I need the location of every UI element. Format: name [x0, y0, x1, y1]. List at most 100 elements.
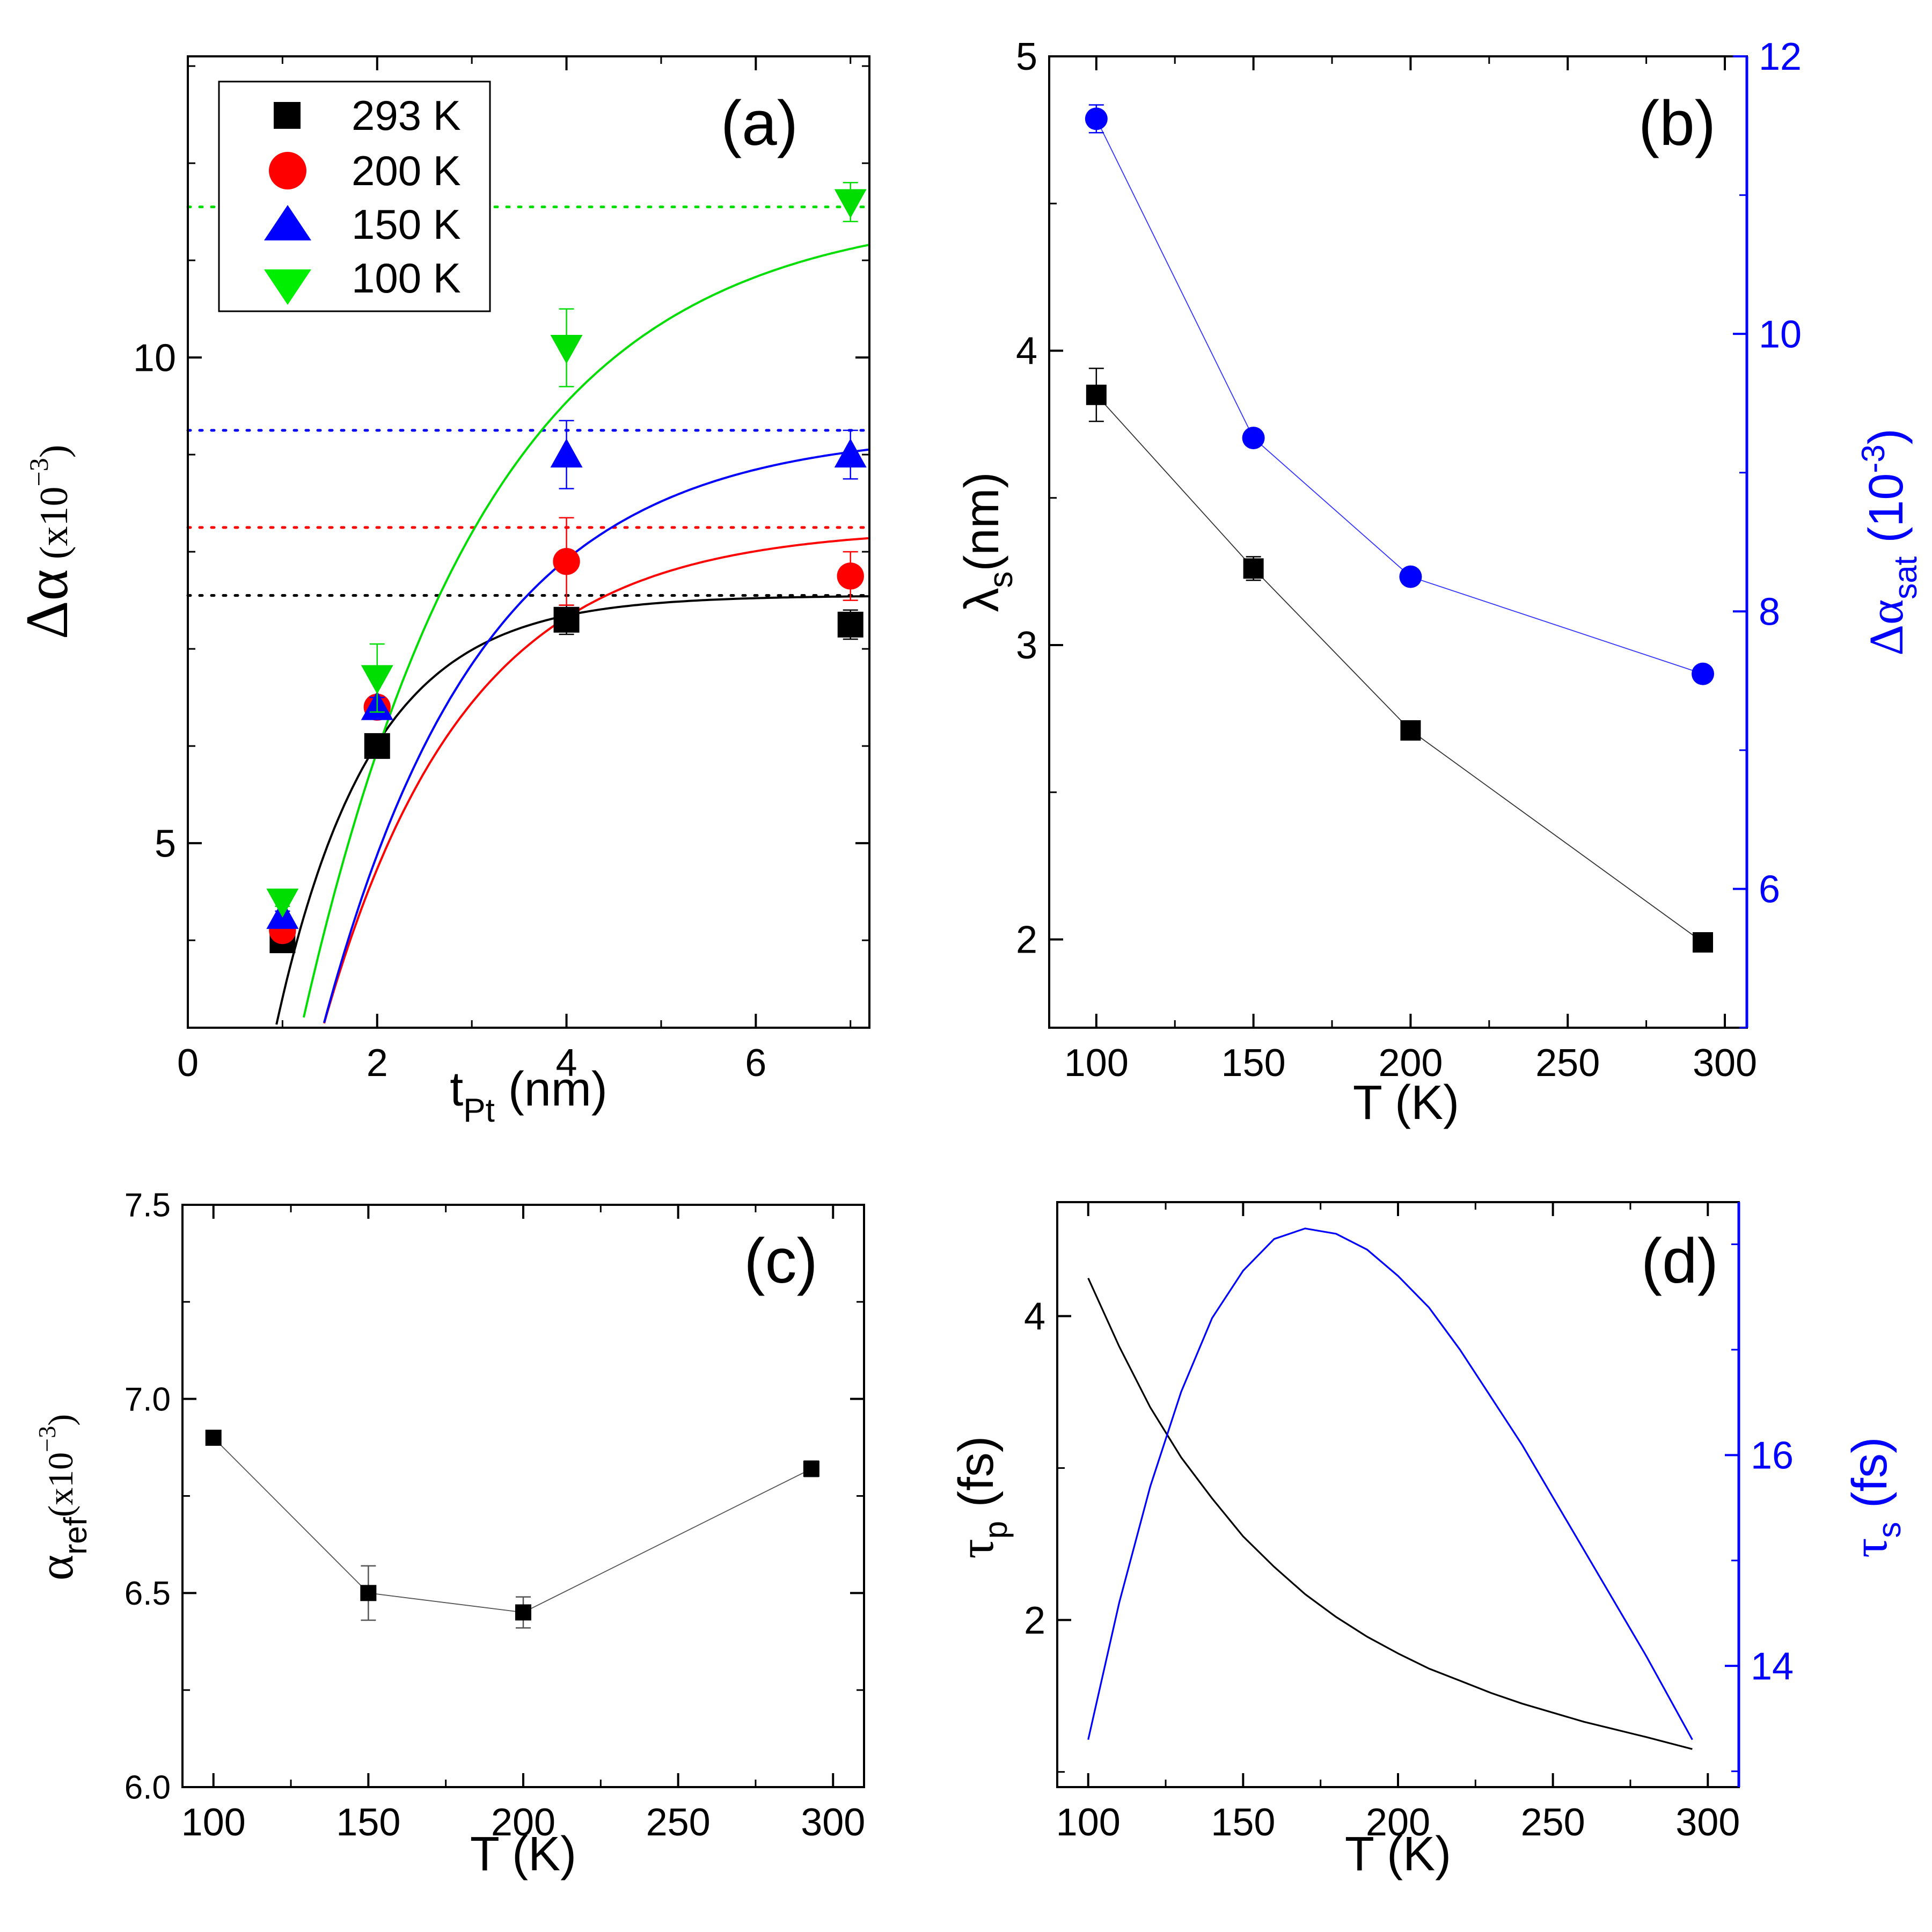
data-point-c-0: [205, 1430, 222, 1446]
fit-curve-1: [323, 537, 870, 1024]
data-point-b-1-2: [1399, 565, 1422, 588]
panel-c-markers: [205, 1430, 819, 1629]
panel-a: 0 2 4 6 5 10 (a) 293 K 200 K 150 K 100 K tPt …: [14, 55, 871, 1129]
panel-d-label: (d): [1641, 1226, 1718, 1297]
data-point-1-3: [837, 562, 864, 590]
d-x-tick-label-4: 300: [1675, 1801, 1740, 1844]
c-x-tick-label-3: 250: [646, 1801, 711, 1844]
panel-d-y2label: τs (fs): [1842, 1437, 1907, 1557]
b-right-y-tick-label-0: 6: [1759, 868, 1780, 911]
data-point-0-3: [837, 611, 863, 638]
panel-c: 100 150 200 250 300 6.0 6.5 7.0 7.5 (c) T (K) αr…: [28, 1187, 865, 1881]
a-x-tick-label-1: 2: [367, 1042, 388, 1085]
a-x-tick-label-0: 0: [177, 1042, 199, 1085]
fit-curve-2: [323, 448, 870, 1023]
data-point-c-2: [515, 1604, 531, 1621]
legend-marker-150K: [264, 205, 311, 240]
panel-b: 100 150 200 250 300 2 3 4 5 6 8 10 12 (b) T (K) λs(n…: [955, 35, 1923, 1130]
curve-d-1: [1087, 1227, 1693, 1740]
a-x-tick-label-2: 4: [556, 1042, 577, 1085]
b-left-y-tick-label-3: 5: [1016, 35, 1037, 78]
panel-a-legend: 293 K 200 K 150 K 100 K: [218, 80, 491, 312]
data-point-0-2: [553, 606, 580, 633]
panel-d-ticks: 100 150 200 250 300 2 4 14 16: [1024, 1202, 1794, 1844]
panel-a-ylabel: Δα (x10−3): [14, 445, 80, 640]
data-point-b-0-3: [1693, 932, 1714, 953]
legend-label-200K: 200 K: [352, 147, 461, 194]
data-point-c-1: [360, 1585, 377, 1601]
d-x-tick-label-0: 100: [1056, 1801, 1121, 1844]
panel-b-markers: [1085, 104, 1715, 953]
connect-line-c: [213, 1437, 812, 1613]
data-point-3-0: [266, 888, 299, 918]
c-left-y-tick-label-3: 7.5: [125, 1187, 171, 1224]
panel-d-xlabel: T (K): [1345, 1827, 1451, 1881]
panel-a-xlabel: tPt (nm): [450, 1063, 608, 1129]
data-point-2-2: [550, 438, 583, 468]
b-left-y-tick-label-2: 4: [1016, 330, 1037, 373]
a-left-y-tick-label-0: 5: [155, 822, 176, 865]
panel-c-xlabel: T (K): [470, 1827, 576, 1881]
panel-b-label: (b): [1638, 88, 1716, 159]
panel-b-connect-lines: [1095, 119, 1703, 943]
b-left-y-tick-label-1: 3: [1016, 624, 1037, 667]
panel-c-connect-lines: [213, 1437, 812, 1613]
panel-c-ylabel: αref(x10−3): [28, 1414, 93, 1580]
data-point-c-3: [803, 1460, 819, 1477]
panel-a-label: (a): [721, 88, 798, 159]
a-left-y-tick-label-1: 10: [133, 336, 176, 379]
data-point-2-3: [834, 438, 867, 468]
data-point-b-1-3: [1692, 662, 1715, 685]
panel-b-ylabel: λs(nm): [955, 472, 1020, 612]
legend-marker-293K: [274, 102, 301, 129]
c-x-tick-label-0: 100: [181, 1801, 246, 1844]
data-point-b-1-1: [1242, 427, 1265, 450]
legend-label-150K: 150 K: [352, 201, 461, 248]
b-right-y-tick-label-3: 12: [1759, 35, 1802, 78]
panel-c-ticks: 100 150 200 250 300 6.0 6.5 7.0 7.5: [125, 1187, 866, 1844]
legend-label-293K: 293 K: [352, 92, 461, 139]
b-x-tick-label-4: 300: [1693, 1042, 1757, 1085]
data-point-1-2: [553, 547, 580, 575]
data-point-b-0-0: [1086, 384, 1107, 405]
b-right-y-tick-label-1: 8: [1759, 590, 1780, 633]
data-point-b-0-2: [1400, 720, 1421, 741]
data-point-b-0-1: [1243, 558, 1264, 579]
d-x-tick-label-2: 200: [1366, 1801, 1430, 1844]
legend-label-100K: 100 K: [352, 254, 461, 302]
data-point-3-2: [550, 335, 583, 364]
d-x-tick-label-3: 250: [1521, 1801, 1585, 1844]
d-right-y-tick-label-1: 16: [1751, 1435, 1794, 1477]
c-left-y-tick-label-1: 6.5: [125, 1575, 171, 1612]
connect-line-0: [1096, 394, 1703, 943]
d-x-tick-label-1: 150: [1211, 1801, 1275, 1844]
data-point-b-1-0: [1085, 107, 1108, 130]
legend-marker-200K: [269, 152, 306, 189]
c-x-tick-label-2: 200: [491, 1801, 555, 1844]
connect-line-1: [1095, 119, 1703, 675]
panel-b-y2label: Δαsat (10-3): [1855, 428, 1923, 656]
data-point-0-1: [364, 733, 390, 759]
c-left-y-tick-label-2: 7.0: [125, 1381, 171, 1418]
panel-a-frame: [187, 55, 870, 1029]
panel-b-xlabel: T (K): [1353, 1076, 1459, 1130]
curve-d-0: [1087, 1277, 1693, 1750]
legend-marker-100K: [264, 269, 311, 305]
c-x-tick-label-4: 300: [801, 1801, 865, 1844]
panel-a-markers: [266, 182, 867, 954]
d-left-y-tick-label-0: 2: [1024, 1599, 1045, 1642]
b-left-y-tick-label-0: 2: [1016, 919, 1037, 962]
panel-b-ticks: 100 150 200 250 300 2 3 4 5 6 8 10 12: [1016, 35, 1802, 1085]
b-x-tick-label-2: 200: [1378, 1042, 1443, 1085]
data-point-3-1: [361, 665, 393, 694]
d-left-y-tick-label-1: 4: [1024, 1296, 1045, 1338]
d-right-y-tick-label-0: 14: [1751, 1645, 1794, 1688]
data-point-3-3: [834, 189, 867, 218]
panel-a-ticks: 0 2 4 6 5 10: [133, 56, 869, 1085]
panel-d-ylabel: τp (fs): [949, 1436, 1014, 1559]
panel-c-label: (c): [744, 1226, 818, 1297]
panel-a-guides: [186, 206, 871, 597]
c-x-tick-label-1: 150: [336, 1801, 400, 1844]
a-x-tick-label-3: 6: [745, 1042, 766, 1085]
